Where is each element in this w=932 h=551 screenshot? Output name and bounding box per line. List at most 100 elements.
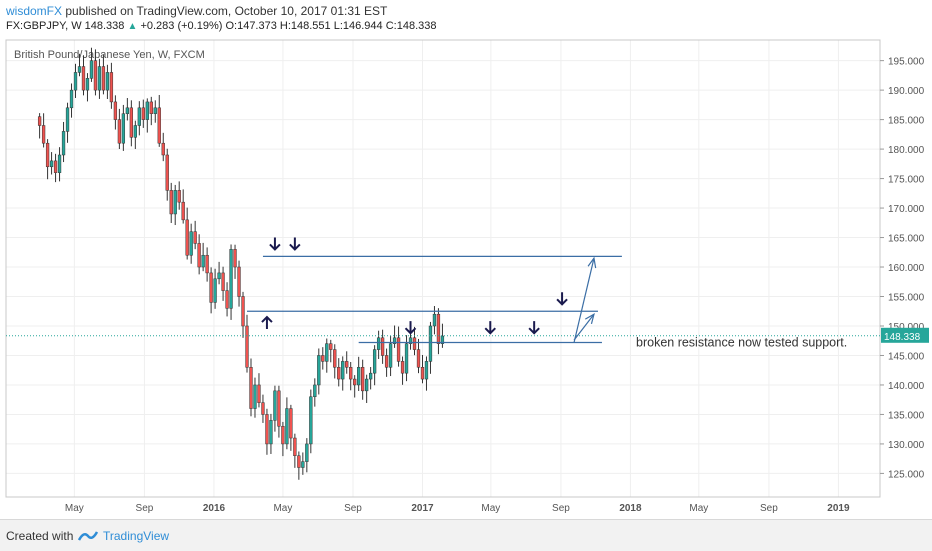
x-tick-label: May bbox=[481, 503, 500, 514]
candle bbox=[141, 107, 145, 120]
price-change: +0.283 (+0.19%) bbox=[140, 20, 223, 32]
symbol-line: FX:GBPJPY, W 148.338 bbox=[6, 20, 125, 32]
arrow-down-icon bbox=[528, 321, 540, 335]
publish-info: published on TradingView.com, October 10… bbox=[65, 4, 388, 18]
candle bbox=[412, 337, 417, 350]
candle bbox=[249, 367, 253, 409]
candle bbox=[349, 367, 353, 380]
candle bbox=[145, 101, 149, 120]
author-link[interactable]: wisdomFX bbox=[6, 4, 63, 18]
candle bbox=[225, 290, 229, 309]
candle bbox=[117, 119, 122, 144]
arrow-down-icon bbox=[289, 237, 301, 251]
candle bbox=[73, 72, 78, 91]
y-tick-label: 135.000 bbox=[888, 410, 925, 421]
y-tick-label: 140.000 bbox=[888, 381, 925, 392]
x-tick-label: Sep bbox=[552, 503, 570, 514]
candle bbox=[69, 89, 74, 109]
candle bbox=[85, 78, 90, 91]
candle bbox=[388, 343, 393, 368]
publish-header: wisdomFX published on TradingView.com, O… bbox=[6, 4, 387, 18]
candle bbox=[325, 343, 329, 362]
projection-arrow-line[interactable] bbox=[573, 258, 595, 343]
candle bbox=[269, 420, 273, 445]
x-tick-label: 2018 bbox=[619, 503, 642, 514]
y-tick-label: 160.000 bbox=[888, 263, 925, 274]
candle bbox=[400, 361, 405, 374]
candle bbox=[333, 349, 337, 368]
candle bbox=[77, 66, 82, 73]
arrow-down-icon bbox=[484, 321, 496, 335]
candle bbox=[157, 107, 161, 144]
candle bbox=[169, 190, 173, 215]
candle bbox=[81, 66, 86, 91]
candle bbox=[345, 361, 349, 368]
candle bbox=[233, 249, 237, 268]
candle bbox=[201, 254, 205, 268]
candle bbox=[404, 343, 409, 374]
candle bbox=[337, 367, 341, 380]
candle bbox=[277, 390, 281, 427]
candle bbox=[392, 337, 397, 344]
candle bbox=[177, 190, 181, 203]
candle bbox=[53, 160, 58, 173]
candle bbox=[105, 72, 110, 91]
x-tick-label: 2016 bbox=[203, 503, 226, 514]
candle bbox=[361, 367, 365, 392]
candle bbox=[149, 101, 153, 114]
y-tick-label: 155.000 bbox=[888, 293, 925, 304]
candle bbox=[317, 355, 321, 386]
ohlc-values: O:147.373 H:148.551 L:146.944 C:148.338 bbox=[225, 20, 437, 32]
candle bbox=[137, 107, 141, 126]
y-tick-label: 190.000 bbox=[888, 86, 925, 97]
candle bbox=[353, 378, 357, 386]
candle bbox=[37, 116, 42, 126]
chart-title: British Pound/Japanese Yen, W, FXCM bbox=[14, 49, 205, 61]
candle bbox=[257, 384, 261, 403]
y-tick-label: 125.000 bbox=[888, 469, 925, 480]
candle bbox=[420, 367, 425, 380]
candle bbox=[380, 337, 385, 356]
y-tick-label: 130.000 bbox=[888, 440, 925, 451]
arrow-down-icon bbox=[404, 321, 417, 335]
candle bbox=[197, 243, 201, 268]
annotation-text: broken resistance now tested support. bbox=[636, 336, 847, 350]
candle bbox=[408, 337, 413, 344]
candle bbox=[189, 231, 193, 256]
candle bbox=[193, 231, 197, 244]
y-tick-label: 150.000 bbox=[888, 322, 925, 333]
candle bbox=[205, 254, 209, 274]
arrow-down-icon bbox=[556, 292, 568, 306]
y-tick-label: 195.000 bbox=[888, 57, 925, 68]
projection-arrowhead-icon bbox=[584, 312, 595, 325]
change-up-icon: ▲ bbox=[127, 21, 138, 32]
candle bbox=[45, 142, 50, 168]
candle bbox=[245, 325, 249, 368]
candle bbox=[113, 101, 118, 120]
price-chart[interactable]: British Pound/Japanese Yen, W, FXCM 125.0… bbox=[0, 0, 932, 520]
last-price-label: 148.338 bbox=[884, 332, 921, 343]
candle bbox=[265, 414, 269, 445]
y-tick-label: 185.000 bbox=[888, 116, 925, 127]
candle bbox=[313, 384, 317, 398]
candle bbox=[61, 131, 66, 156]
projection-arrow-line[interactable] bbox=[573, 313, 595, 341]
candle bbox=[161, 142, 165, 156]
tradingview-brand[interactable]: TradingView bbox=[103, 529, 170, 543]
x-tick-label: Sep bbox=[344, 503, 362, 514]
candle bbox=[261, 402, 265, 415]
candle bbox=[428, 325, 433, 362]
x-tick-label: 2017 bbox=[411, 503, 434, 514]
candle bbox=[185, 219, 189, 256]
candle bbox=[125, 107, 130, 114]
candle bbox=[396, 337, 401, 362]
candle bbox=[129, 107, 133, 138]
candle bbox=[237, 266, 241, 297]
candle bbox=[165, 154, 169, 191]
candle bbox=[49, 160, 54, 168]
candle bbox=[213, 278, 217, 303]
candle bbox=[93, 60, 98, 91]
last-price-badge bbox=[881, 327, 929, 343]
candle bbox=[209, 272, 213, 303]
x-tick-label: Sep bbox=[136, 503, 154, 514]
